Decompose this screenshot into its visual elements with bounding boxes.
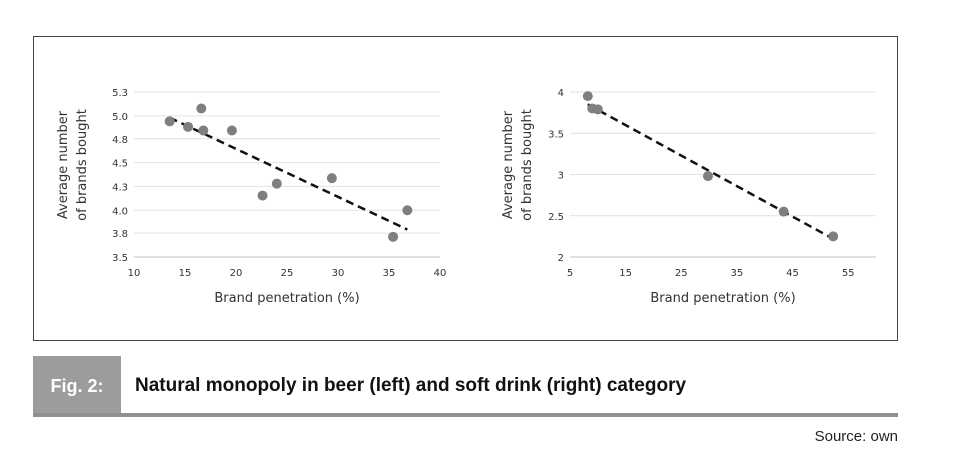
data-point [828, 231, 839, 242]
trendline [169, 116, 408, 231]
figure-source: Source: own [814, 428, 898, 445]
data-point [582, 91, 593, 102]
x-axis-title: Brand penetration (%) [214, 291, 359, 306]
data-point [326, 173, 337, 184]
y-tick-label: 2 [558, 253, 564, 264]
y-tick-label: 2.5 [548, 212, 564, 223]
y-tick-label: 3.5 [112, 253, 128, 264]
y-tick-label: 3 [558, 171, 564, 182]
data-point [196, 103, 207, 114]
figure-tag: Fig. 2: [33, 356, 121, 416]
data-point [257, 190, 268, 201]
y-axis-title: of brands bought [520, 109, 535, 221]
figure-caption-bar: Fig. 2: Natural monopoly in beer (left) … [33, 356, 898, 417]
y-tick-label: 3.8 [112, 229, 128, 240]
x-tick-label: 20 [230, 268, 243, 279]
y-tick-label: 4.8 [112, 135, 128, 146]
y-tick-label: 4.3 [112, 182, 128, 193]
trendline [587, 103, 834, 240]
data-point [402, 205, 413, 216]
data-point [778, 206, 789, 217]
chart-beer: 3.5 3.8 4.0 4.3 4.5 4.8 5.0 5.3 10 15 20 25 30 35 40 Br… [56, 88, 446, 306]
x-tick-label: 30 [332, 268, 345, 279]
y-tick-label: 5.0 [112, 112, 128, 123]
y-tick-label: 4 [558, 88, 564, 99]
data-point [592, 104, 603, 115]
x-tick-label: 40 [434, 268, 447, 279]
y-tick-label: 4.0 [112, 206, 128, 217]
data-point [226, 125, 237, 136]
y-tick-label: 5.3 [112, 88, 128, 99]
y-axis-title: of brands bought [75, 109, 90, 221]
x-tick-label: 25 [281, 268, 294, 279]
data-point [198, 125, 209, 136]
x-tick-label: 15 [179, 268, 192, 279]
x-tick-label: 55 [842, 268, 855, 279]
data-point [702, 171, 713, 182]
y-tick-label: 4.5 [112, 159, 128, 170]
y-tick-label: 3.5 [548, 129, 564, 140]
data-point [164, 116, 175, 127]
figure-frame: 3.5 3.8 4.0 4.3 4.5 4.8 5.0 5.3 10 15 20 25 30 35 40 Br… [33, 36, 898, 341]
x-tick-label: 35 [731, 268, 744, 279]
x-tick-label: 10 [128, 268, 141, 279]
x-axis-title: Brand penetration (%) [650, 291, 795, 306]
data-point [183, 121, 194, 132]
figure-caption: Natural monopoly in beer (left) and soft… [135, 375, 687, 396]
charts-svg: 3.53.84.04.34.54.85.05.310 15 20 25 30 35 40Br… [56, 88, 876, 306]
x-tick-label: 5 [567, 268, 573, 279]
data-point [271, 178, 282, 189]
x-tick-label: 45 [786, 268, 799, 279]
x-tick-label: 25 [675, 268, 688, 279]
data-point [388, 231, 399, 242]
x-tick-label: 35 [383, 268, 396, 279]
caption-underline [33, 413, 898, 417]
x-tick-label: 15 [619, 268, 632, 279]
y-axis-title: Average number [501, 110, 516, 219]
y-axis-title: Average number [56, 110, 71, 219]
